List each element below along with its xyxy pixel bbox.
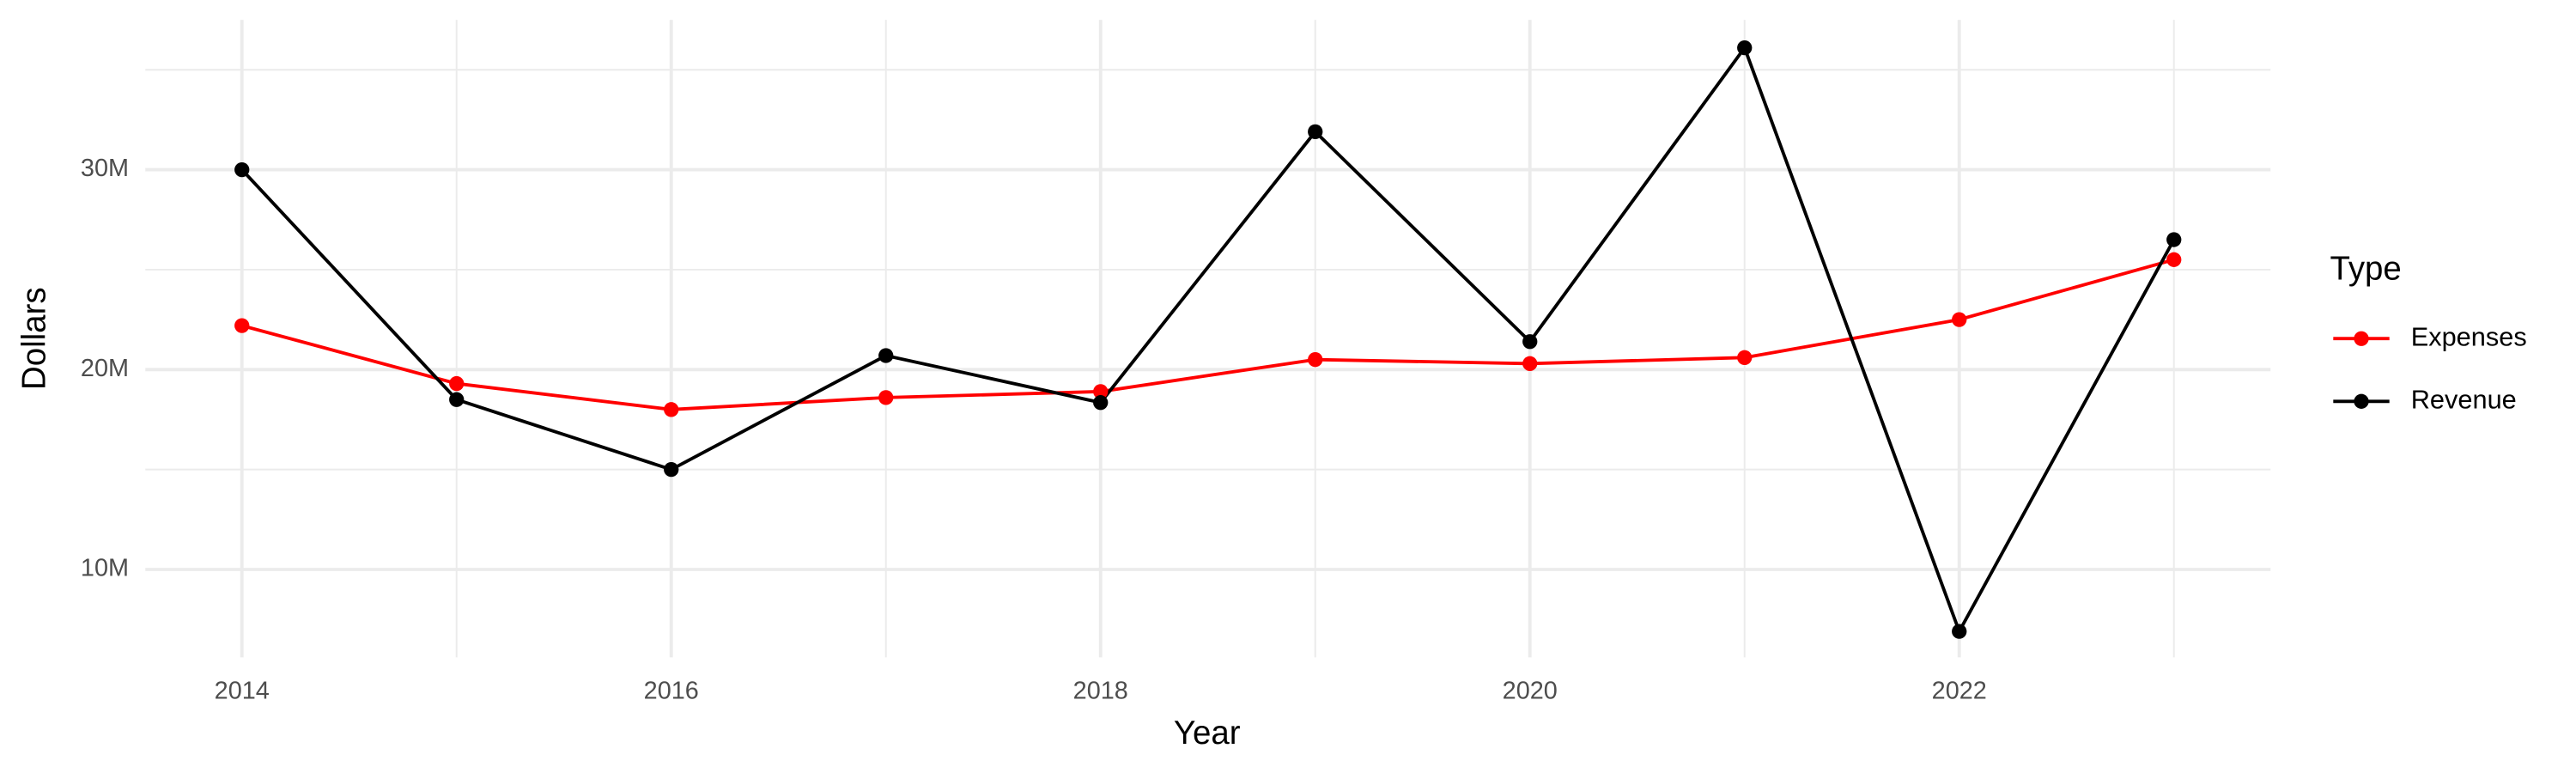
line <box>241 258 2175 411</box>
point <box>1737 40 1753 56</box>
line <box>240 44 2176 636</box>
point <box>664 461 679 478</box>
point <box>2166 252 2182 267</box>
point <box>234 161 250 178</box>
x-tick-label: 2016 <box>644 677 699 704</box>
point <box>1093 384 1109 399</box>
x-tick-label: 2022 <box>1932 677 1987 704</box>
point <box>878 390 894 405</box>
legend-marker <box>2354 393 2369 409</box>
point <box>878 348 894 363</box>
point <box>449 375 465 392</box>
y-tick-label: 20M <box>81 355 129 382</box>
point <box>1952 624 1967 639</box>
x-axis-title: Year <box>1174 715 1241 752</box>
point <box>1308 124 1323 140</box>
grid <box>145 20 2271 658</box>
point <box>234 318 250 333</box>
y-axis-title: Dollars <box>15 287 52 390</box>
x-tick-label: 2014 <box>215 677 270 704</box>
point <box>1093 395 1109 411</box>
point <box>1522 356 1538 371</box>
legend-marker <box>2354 331 2369 346</box>
point <box>664 402 679 417</box>
point <box>1952 312 1967 327</box>
legend-title: Type <box>2330 251 2401 288</box>
point <box>2166 232 2182 247</box>
x-tick-label: 2018 <box>1073 677 1128 704</box>
plot-area <box>234 40 2182 639</box>
y-tick-label: 30M <box>81 155 129 182</box>
legend-label: Revenue <box>2411 384 2517 414</box>
point <box>1522 334 1538 350</box>
point <box>449 392 465 407</box>
y-tick-label: 10M <box>81 555 129 582</box>
point <box>1308 352 1323 368</box>
x-tick-label: 2020 <box>1503 677 1558 704</box>
point <box>1737 350 1753 365</box>
legend-label: Expenses <box>2411 321 2527 351</box>
